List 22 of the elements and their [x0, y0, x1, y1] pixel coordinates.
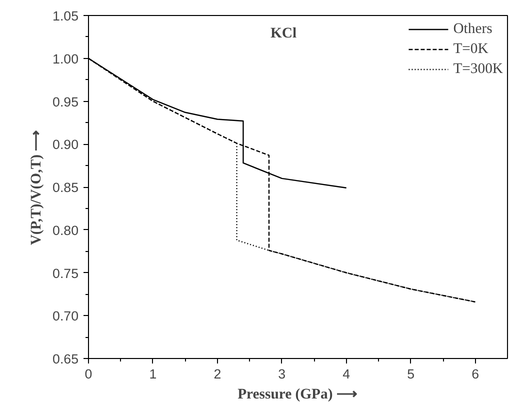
y-tick-label: 0.65	[52, 352, 79, 366]
x-axis-title: Pressure (GPa) ⟶	[238, 386, 358, 402]
x-tick-label: 3	[278, 366, 286, 382]
x-tick-label: 2	[214, 366, 222, 382]
legend-label: T=300K	[453, 60, 503, 78]
x-tick-label: 0	[84, 366, 92, 382]
y-tick-label: 0.75	[52, 266, 79, 281]
y-tick-label: 0.90	[52, 137, 79, 152]
x-tick-label: 6	[472, 366, 479, 382]
x-tick-label: 4	[342, 366, 351, 382]
y-tick-label: 0.70	[52, 308, 79, 324]
x-tick-label: 5	[407, 366, 415, 382]
y-tick-label: 1.00	[52, 51, 79, 66]
legend-label: Others	[453, 20, 492, 38]
legend-label: T=0K	[453, 40, 488, 58]
y-tick-label: 0.85	[52, 180, 79, 195]
y-tick-label: 0.80	[52, 222, 79, 238]
annotation: KCl	[270, 26, 297, 42]
x-tick-label: 1	[149, 366, 157, 382]
y-tick-label: 0.95	[52, 94, 79, 110]
y-axis-title: V(P,T)/V(O,T) ⟶	[28, 128, 45, 246]
y-tick-label: 1.05	[52, 8, 79, 24]
